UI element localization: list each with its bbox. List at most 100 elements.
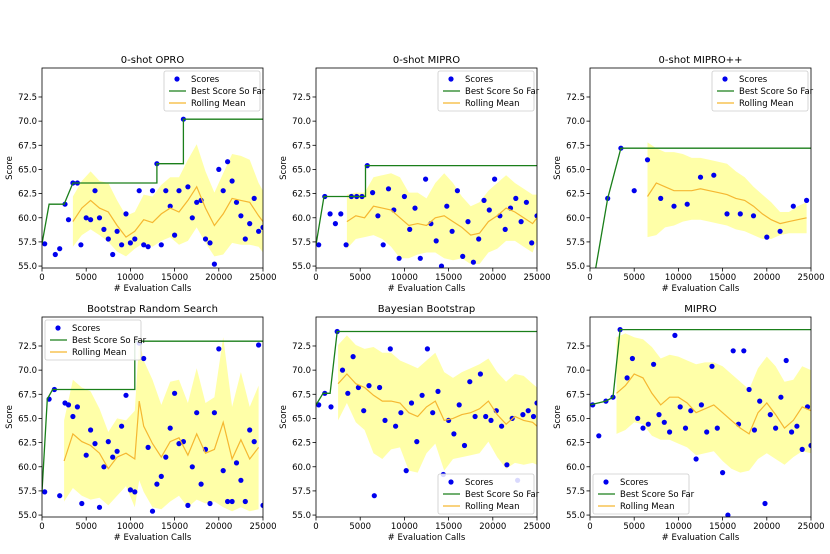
y-tick-label: 67.5 <box>18 390 37 400</box>
score-point <box>423 176 429 182</box>
x-tick-label: 25000 <box>249 522 276 532</box>
score-point <box>229 498 235 505</box>
rolling-mean-line <box>346 205 537 236</box>
y-tick-label: 65.0 <box>292 414 311 424</box>
score-point <box>110 454 116 460</box>
score-point <box>194 199 200 205</box>
y-tick-label: 72.5 <box>292 342 311 352</box>
score-point <box>711 172 717 178</box>
score-point <box>132 489 138 495</box>
score-point <box>79 500 85 507</box>
rolling-band <box>346 173 537 265</box>
best-score-line <box>316 164 537 245</box>
x-tick-label: 20000 <box>479 273 506 283</box>
legend-scores-label: Scores <box>620 478 649 488</box>
legend: Scores Best Score So Far Rolling Mean <box>437 70 540 112</box>
x-tick-label: 15000 <box>435 522 462 532</box>
y-tick-label: 67.5 <box>292 390 311 400</box>
legend-best-label: Best Score So Far <box>739 87 814 97</box>
score-point <box>327 211 333 217</box>
plot-area <box>42 116 263 267</box>
x-tick-label: 15000 <box>161 273 188 283</box>
legend-rolling-label: Rolling Mean <box>465 99 519 109</box>
score-point <box>145 444 151 450</box>
x-tick-label: 15000 <box>161 522 188 532</box>
score-point <box>62 201 68 207</box>
y-tick-label: 57.5 <box>292 238 311 248</box>
score-point <box>141 242 147 248</box>
x-tick-label: 10000 <box>391 522 418 532</box>
score-point <box>472 413 478 420</box>
score-point <box>737 211 743 217</box>
score-point <box>465 219 471 225</box>
y-tick-label: 62.5 <box>18 190 37 200</box>
score-point <box>488 417 494 423</box>
score-point <box>492 176 498 182</box>
x-tick-label: 20000 <box>479 522 506 532</box>
score-point <box>370 190 376 196</box>
legend-scores-label: Scores <box>465 478 494 488</box>
score-point <box>101 464 107 470</box>
score-point <box>714 425 720 431</box>
score-point <box>172 390 178 396</box>
score-point <box>393 423 399 429</box>
score-point <box>808 442 811 449</box>
score-point <box>52 251 58 258</box>
score-point <box>697 174 704 180</box>
y-tick-label: 65.0 <box>18 414 37 424</box>
best-score-line <box>42 118 263 244</box>
score-point <box>220 188 226 194</box>
score-point <box>158 242 164 248</box>
y-tick-label: 70.0 <box>18 117 37 127</box>
rolling-band <box>338 335 537 473</box>
score-point <box>167 425 173 431</box>
score-point <box>502 226 508 232</box>
score-point <box>767 412 773 418</box>
y-tick-label: 57.5 <box>566 487 585 497</box>
legend-scores-label: Scores <box>465 75 494 85</box>
x-tick-label: 10000 <box>391 273 418 283</box>
y-axis-label: Score <box>5 405 15 429</box>
y-tick-label: 57.5 <box>18 238 37 248</box>
axes-frame <box>41 316 264 518</box>
score-point <box>242 498 248 505</box>
score-point <box>661 419 667 425</box>
score-point <box>339 367 346 373</box>
y-tick-label: 67.5 <box>566 141 585 151</box>
score-point <box>529 240 535 246</box>
y-tick-label: 55.0 <box>566 262 585 272</box>
score-point <box>247 427 253 433</box>
legend-scores-marker <box>448 76 454 82</box>
subplot-title: MIPRO <box>684 304 717 315</box>
subplot-2: 0 5000 10000 15000 20000 25000 55.0 57.5 60.0 62.… <box>279 55 551 294</box>
score-point <box>225 159 231 165</box>
x-tick-label: 0 <box>39 522 44 532</box>
score-point <box>96 215 103 221</box>
score-point <box>750 213 757 219</box>
x-tick-label: 0 <box>587 522 592 532</box>
score-point <box>783 357 789 364</box>
score-point <box>799 446 805 452</box>
score-point <box>645 421 651 427</box>
y-tick-label: 55.0 <box>18 262 37 272</box>
x-tick-label: 15000 <box>709 273 736 283</box>
score-point <box>461 442 468 449</box>
x-axis-label: # Evaluation Calls <box>388 533 466 543</box>
score-point <box>345 390 351 396</box>
y-tick-label: 70.0 <box>18 366 37 376</box>
x-tick-label: 10000 <box>117 522 144 532</box>
legend-scores-label: Scores <box>739 75 768 85</box>
y-tick-label: 55.0 <box>292 262 311 272</box>
score-point <box>624 375 630 381</box>
y-tick-label: 72.5 <box>566 93 585 103</box>
score-point <box>709 363 715 369</box>
score-point <box>518 219 524 225</box>
legend-best-label: Best Score So Far <box>191 87 266 97</box>
legend-box <box>44 319 142 361</box>
score-point <box>375 213 381 219</box>
x-tick-label: 20000 <box>753 273 780 283</box>
rolling-band <box>616 333 811 473</box>
plot-area <box>316 163 537 268</box>
best-score-line <box>316 330 537 406</box>
score-point <box>499 423 505 429</box>
